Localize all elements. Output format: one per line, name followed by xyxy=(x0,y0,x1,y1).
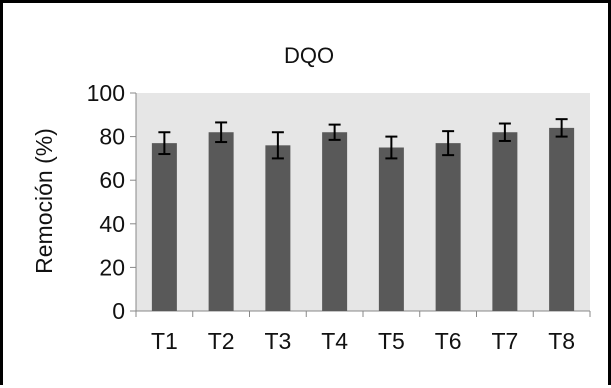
chart-title: DQO xyxy=(284,43,334,68)
y-tick-label: 80 xyxy=(99,124,125,150)
bar-t3 xyxy=(265,145,291,311)
y-tick-label: 60 xyxy=(99,167,125,193)
bar-t1 xyxy=(151,143,177,311)
bar-chart: DQO Remoción (%) 0 20 40 60 80 100 T1 T2 T3 T4 T5 T… xyxy=(31,43,591,354)
y-axis-title: Remoción (%) xyxy=(31,128,57,274)
x-tick-label-t8: T8 xyxy=(548,328,575,354)
x-tick-label-t1: T1 xyxy=(151,328,178,354)
bar-t8 xyxy=(549,127,575,311)
plot-area xyxy=(136,93,590,311)
bar-t7 xyxy=(492,132,518,311)
y-tick-label: 100 xyxy=(87,80,125,106)
y-tick-label: 0 xyxy=(112,298,125,324)
x-tick-label-t6: T6 xyxy=(435,328,462,354)
chart-marks: 0 20 40 60 80 100 T1 T2 T3 T4 T5 T6 T7 T8 xyxy=(87,80,591,354)
x-tick-label-t3: T3 xyxy=(264,328,291,354)
x-tick-label-t2: T2 xyxy=(208,328,235,354)
y-tick-label: 20 xyxy=(99,254,125,280)
bar-t6 xyxy=(435,143,461,311)
bar-t4 xyxy=(322,132,348,311)
x-tick-label-t4: T4 xyxy=(321,328,348,354)
x-tick-label-t5: T5 xyxy=(378,328,405,354)
bar-t5 xyxy=(378,147,404,311)
bar-t2 xyxy=(208,132,234,311)
y-tick-label: 40 xyxy=(99,211,125,237)
x-tick-label-t7: T7 xyxy=(491,328,518,354)
